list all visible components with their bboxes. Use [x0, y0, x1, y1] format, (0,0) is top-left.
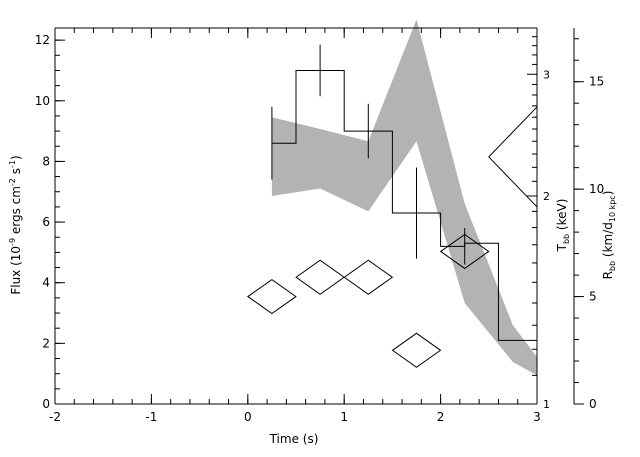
y-temp-tick-label: 1 [543, 398, 550, 411]
x-tick-label: 2 [437, 410, 445, 424]
svg-text:Tbb (keV): Tbb (keV) [555, 199, 571, 253]
y-left-tick-label: 12 [35, 33, 50, 47]
radius-diamond-point [295, 259, 345, 295]
y-axis-left-label: Flux (10-9 ergs cm-2 s-1) [8, 155, 23, 294]
x-tick-label: 1 [340, 410, 348, 424]
y-left-tick-label: 6 [42, 215, 50, 229]
y-radius-tick-label: 5 [589, 290, 597, 304]
y-temp-tick-label: 3 [543, 68, 550, 81]
x-axis-label: Time (s) [269, 432, 319, 446]
y-radius-tick-label: 0 [589, 397, 597, 411]
x-tick-label: 3 [533, 410, 541, 424]
temperature-band [271, 19, 537, 376]
y-left-tick-label: 4 [42, 276, 50, 290]
y-radius-tick-label: 10 [589, 182, 604, 196]
x-tick-label: -1 [145, 410, 157, 424]
y-axis-radius-label: Rbb (km/d10 kpc) [601, 191, 617, 280]
radius-partial-diamond [488, 106, 538, 208]
svg-text:Rbb (km/d10 kpc): Rbb (km/d10 kpc) [601, 191, 617, 280]
y-temp-tick-label: 2 [543, 190, 550, 203]
y-left-tick-label: 8 [42, 154, 50, 168]
y-axis-temperature-label: Tbb (keV) [555, 199, 571, 253]
y-left-tick-label: 10 [35, 94, 50, 108]
error-bars [271, 44, 466, 265]
radius-diamond-point [439, 233, 490, 270]
y-left-tick-label: 0 [42, 397, 50, 411]
x-tick-label: -2 [49, 410, 61, 424]
temperature-band-area [271, 19, 537, 376]
radius-diamond-point [247, 278, 297, 315]
y-radius-tick-label: 15 [589, 75, 604, 89]
svg-text:Flux (10-9 ergs cm-2 s-1): Flux (10-9 ergs cm-2 s-1) [8, 155, 23, 294]
x-tick-label: 0 [244, 410, 252, 424]
radius-points [247, 106, 538, 368]
radius-diamond-point [343, 259, 394, 295]
y-left-tick-label: 2 [42, 336, 50, 350]
radius-diamond-point [391, 332, 442, 368]
